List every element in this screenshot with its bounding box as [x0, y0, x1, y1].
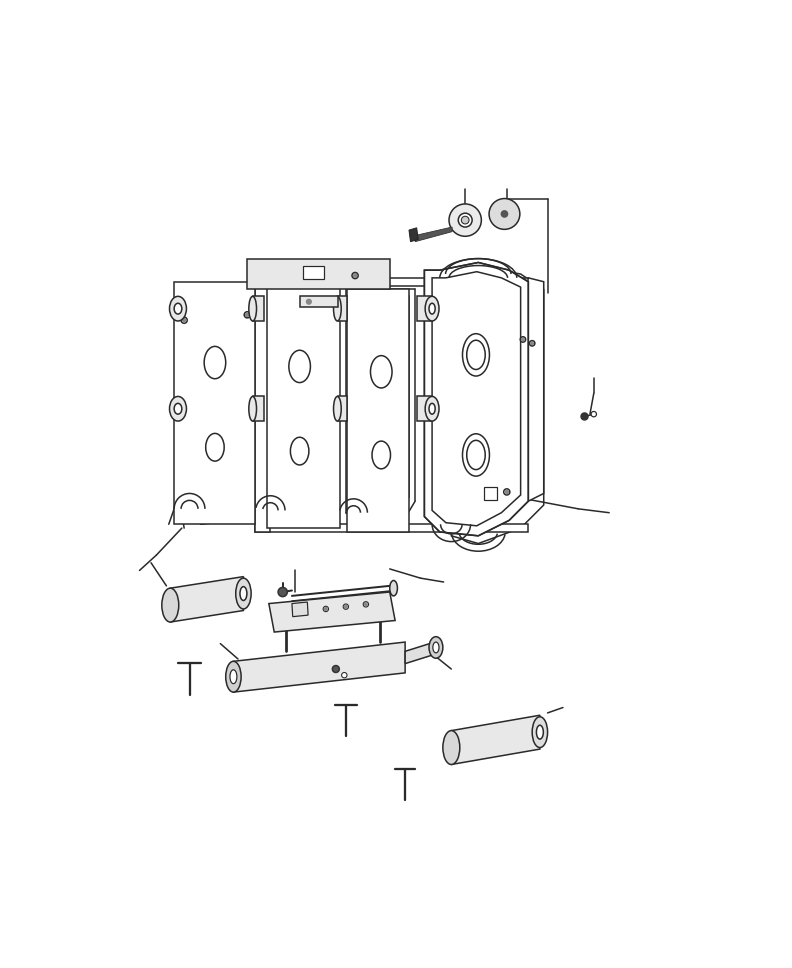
Ellipse shape	[429, 314, 435, 319]
Ellipse shape	[489, 340, 507, 370]
Ellipse shape	[206, 434, 224, 461]
Ellipse shape	[230, 670, 237, 683]
Ellipse shape	[371, 355, 392, 388]
Polygon shape	[255, 525, 528, 532]
Ellipse shape	[459, 213, 472, 227]
Ellipse shape	[532, 716, 547, 747]
Ellipse shape	[183, 318, 185, 321]
Ellipse shape	[307, 299, 311, 304]
Ellipse shape	[291, 438, 309, 465]
Ellipse shape	[501, 211, 508, 217]
Polygon shape	[417, 296, 432, 321]
Ellipse shape	[591, 411, 596, 417]
Ellipse shape	[520, 337, 526, 342]
Ellipse shape	[333, 296, 341, 321]
Polygon shape	[253, 296, 265, 321]
Ellipse shape	[429, 637, 443, 658]
Ellipse shape	[341, 673, 347, 678]
Polygon shape	[255, 278, 270, 532]
Ellipse shape	[204, 347, 226, 378]
Polygon shape	[338, 397, 348, 421]
Ellipse shape	[244, 312, 250, 318]
Polygon shape	[415, 227, 452, 242]
Ellipse shape	[504, 489, 510, 495]
Ellipse shape	[333, 397, 341, 421]
Polygon shape	[268, 592, 395, 632]
Ellipse shape	[536, 725, 543, 740]
Ellipse shape	[443, 731, 460, 765]
Polygon shape	[299, 296, 338, 307]
Ellipse shape	[169, 397, 186, 421]
Ellipse shape	[226, 661, 241, 692]
Polygon shape	[292, 602, 308, 617]
Ellipse shape	[345, 606, 347, 608]
Ellipse shape	[181, 318, 187, 323]
Ellipse shape	[431, 315, 434, 318]
Polygon shape	[267, 286, 340, 529]
Polygon shape	[247, 258, 390, 289]
Polygon shape	[174, 282, 255, 525]
Ellipse shape	[364, 602, 368, 607]
Ellipse shape	[236, 578, 251, 609]
Polygon shape	[484, 487, 497, 499]
Ellipse shape	[463, 434, 489, 476]
Ellipse shape	[364, 603, 367, 606]
Ellipse shape	[484, 334, 511, 376]
Ellipse shape	[531, 342, 533, 345]
Polygon shape	[234, 642, 406, 692]
Ellipse shape	[425, 397, 439, 421]
Ellipse shape	[246, 314, 249, 317]
Ellipse shape	[463, 334, 489, 376]
Ellipse shape	[466, 340, 485, 370]
Ellipse shape	[530, 341, 535, 346]
Ellipse shape	[249, 397, 257, 421]
Polygon shape	[303, 266, 324, 280]
Ellipse shape	[429, 404, 435, 414]
Ellipse shape	[353, 274, 356, 277]
Ellipse shape	[489, 198, 520, 229]
Polygon shape	[425, 262, 528, 536]
Ellipse shape	[372, 441, 390, 469]
Polygon shape	[451, 266, 544, 543]
Polygon shape	[417, 397, 432, 421]
Ellipse shape	[333, 666, 339, 673]
Ellipse shape	[505, 491, 508, 494]
Ellipse shape	[323, 606, 329, 612]
Ellipse shape	[325, 608, 327, 610]
Ellipse shape	[522, 338, 524, 341]
Polygon shape	[348, 289, 409, 532]
Ellipse shape	[352, 272, 358, 279]
Polygon shape	[255, 278, 528, 286]
Ellipse shape	[390, 581, 398, 596]
Polygon shape	[338, 296, 348, 321]
Ellipse shape	[429, 303, 435, 314]
Ellipse shape	[174, 303, 182, 314]
Polygon shape	[406, 643, 432, 664]
Polygon shape	[170, 577, 243, 622]
Ellipse shape	[581, 413, 588, 420]
Polygon shape	[432, 272, 520, 526]
Ellipse shape	[466, 440, 485, 469]
Ellipse shape	[433, 642, 439, 652]
Ellipse shape	[289, 350, 310, 382]
Ellipse shape	[489, 444, 507, 473]
Polygon shape	[451, 715, 540, 765]
Ellipse shape	[278, 588, 287, 596]
Polygon shape	[409, 227, 418, 242]
Ellipse shape	[425, 296, 439, 321]
Ellipse shape	[484, 438, 511, 480]
Ellipse shape	[174, 404, 182, 414]
Ellipse shape	[240, 587, 247, 600]
Ellipse shape	[461, 216, 469, 224]
Polygon shape	[253, 397, 265, 421]
Ellipse shape	[249, 296, 257, 321]
Ellipse shape	[169, 296, 186, 321]
Ellipse shape	[162, 589, 179, 622]
Ellipse shape	[449, 204, 482, 236]
Ellipse shape	[343, 604, 348, 609]
Polygon shape	[524, 278, 544, 501]
